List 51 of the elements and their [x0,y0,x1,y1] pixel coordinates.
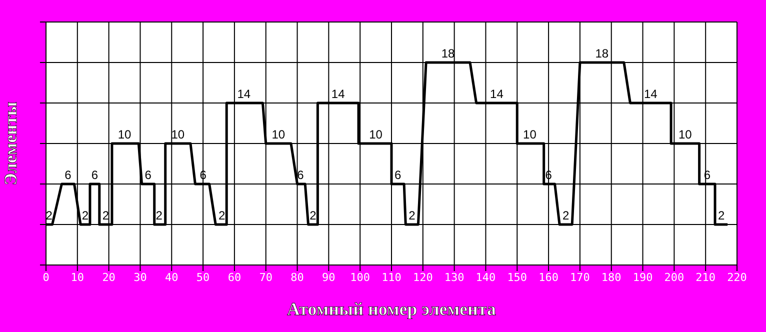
x-tick-label: 160 [538,270,558,284]
data-label: 10 [272,128,286,142]
data-label: 6 [144,168,152,182]
data-label: 18 [595,46,609,60]
x-tick-label: 110 [382,270,402,284]
x-tick-label: 220 [727,270,747,284]
x-tick-label: 90 [322,270,336,284]
data-label: 14 [237,87,251,101]
data-label: 2 [46,208,53,222]
data-label: 2 [218,208,226,222]
x-tick-label: 150 [507,270,528,284]
data-label: 2 [718,208,725,222]
x-tick-label: 70 [259,270,272,284]
data-label: 18 [441,46,456,60]
data-label: 6 [394,168,402,182]
data-label: 2 [82,208,89,222]
x-tick-label: 80 [290,270,304,284]
data-label: 10 [171,128,185,142]
data-label: 2 [156,208,163,222]
y-axis-title: Элементы [0,102,20,186]
x-tick-label: 170 [570,270,590,284]
data-label: 6 [297,168,304,182]
data-label: 6 [91,168,98,182]
x-tick-label: 0 [42,270,50,284]
x-tick-label: 50 [196,270,210,284]
x-tick-label: 130 [444,270,464,284]
x-tick-label: 210 [696,270,716,284]
data-label: 10 [118,128,132,142]
data-label: 6 [64,168,72,182]
x-tick-label: 20 [102,270,116,284]
x-tick-label: 100 [350,270,370,284]
x-axis-title: Атомный номер элемента [287,299,496,319]
x-tick-label: 10 [70,270,84,284]
x-tick-label: 30 [134,270,147,284]
data-label: 2 [310,208,317,222]
data-label: 14 [644,87,658,101]
data-label: 10 [523,128,537,142]
data-label: 2 [562,208,570,222]
x-tick-label: 120 [412,270,433,284]
x-tick-label: 140 [476,270,496,284]
data-label: 14 [331,87,346,101]
x-tick-label: 60 [228,270,242,284]
data-label: 10 [678,128,692,142]
data-label: 10 [369,128,383,142]
x-tick-label: 200 [664,270,684,284]
data-label: 2 [408,208,416,222]
x-tick-label: 190 [632,270,653,284]
x-tick-label: 40 [165,270,178,284]
data-label: 14 [490,87,504,101]
data-label: 2 [102,208,110,222]
x-tick-label: 180 [601,270,622,284]
